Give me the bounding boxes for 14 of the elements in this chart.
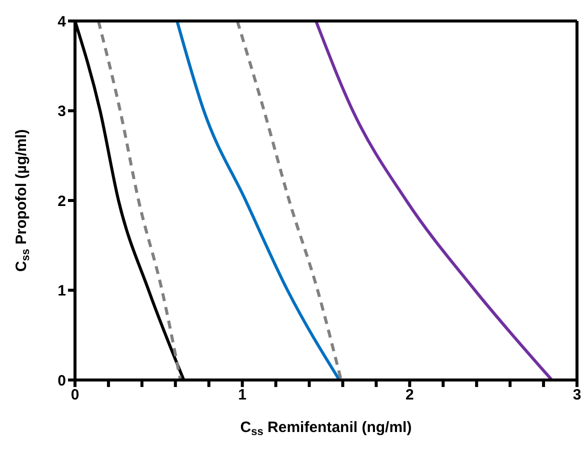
y-tick-label: 0 xyxy=(58,372,66,390)
x-tick-label: 2 xyxy=(405,386,414,404)
y-tick-label: 4 xyxy=(58,13,67,30)
y-tick-label: 2 xyxy=(58,192,66,210)
x-axis-title: C$_{ss}$ Remifentanil (ng/ml) xyxy=(240,419,412,438)
line-series xyxy=(176,21,341,380)
y-tick-label: 3 xyxy=(58,103,66,120)
line-series xyxy=(96,21,182,380)
line-series xyxy=(236,21,343,380)
x-tick-label: 1 xyxy=(238,386,247,404)
line-series xyxy=(314,21,554,380)
y-tick-label: 1 xyxy=(58,282,66,300)
x-tick-label: 0 xyxy=(70,386,80,404)
x-tick-label: 3 xyxy=(572,386,582,404)
